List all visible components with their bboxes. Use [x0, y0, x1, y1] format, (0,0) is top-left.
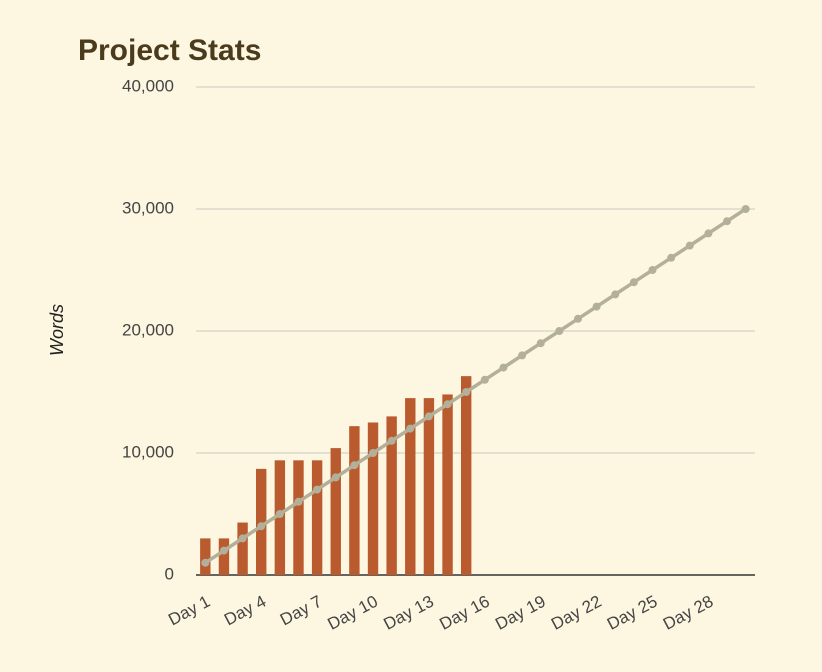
line-point	[443, 400, 452, 409]
line-point	[648, 266, 657, 274]
bar	[311, 460, 323, 575]
y-tick-label: 20,000	[122, 320, 174, 339]
line-point	[499, 363, 508, 372]
bar	[405, 398, 416, 575]
line-point	[536, 339, 545, 348]
bar	[330, 448, 341, 575]
line-point	[257, 522, 266, 531]
y-tick-label: 0	[165, 564, 174, 583]
line-point	[741, 205, 750, 213]
bar	[386, 416, 397, 575]
line-point	[723, 217, 732, 226]
line-point	[573, 314, 582, 323]
bar	[293, 460, 304, 575]
line-point	[667, 253, 676, 262]
y-tick-label: 40,000	[122, 76, 174, 95]
line-point	[369, 449, 378, 457]
line-point	[350, 461, 359, 470]
line-point	[313, 485, 322, 494]
line-point	[462, 388, 471, 396]
chart-title: Project Stats	[78, 34, 261, 67]
line-point	[685, 241, 694, 250]
y-axis-label: Words	[47, 304, 67, 356]
line-point	[611, 290, 620, 299]
bar	[349, 426, 360, 575]
y-tick-label: 30,000	[122, 198, 174, 217]
line-point	[406, 424, 415, 433]
line-point	[518, 351, 527, 360]
bar	[200, 538, 211, 575]
line-point	[629, 278, 638, 287]
line-point	[275, 510, 284, 518]
line-point	[555, 327, 564, 335]
line-point	[201, 558, 210, 567]
line-point	[592, 302, 601, 311]
line-point	[238, 534, 247, 543]
line-point	[331, 473, 340, 482]
bar	[237, 522, 248, 575]
y-tick-label: 10,000	[122, 442, 174, 461]
bar	[423, 398, 435, 575]
bar	[442, 394, 453, 575]
line-point	[219, 546, 228, 555]
bar	[218, 538, 230, 575]
line-point	[424, 412, 433, 421]
bar	[256, 468, 267, 575]
line-point	[387, 436, 396, 445]
line-point	[294, 497, 303, 506]
bar	[367, 422, 379, 575]
line-point	[704, 229, 713, 238]
line-point	[480, 375, 489, 384]
bar	[460, 376, 472, 575]
